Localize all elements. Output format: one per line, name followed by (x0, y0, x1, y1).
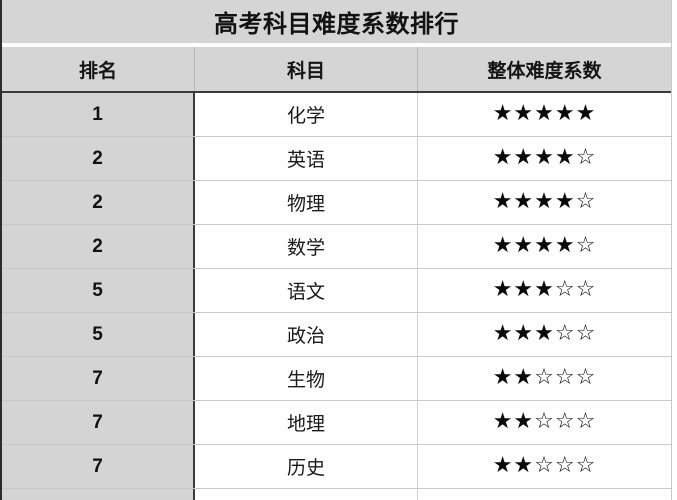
rank-cell: 2 (2, 225, 195, 268)
stars-cell: ★★★☆☆ (492, 321, 597, 346)
subject-cell: 物理 (195, 181, 418, 224)
column-header-rank: 排名 (2, 47, 195, 91)
stars-cell: ★★★☆☆ (492, 277, 597, 302)
subject-cell: 英语 (195, 137, 418, 180)
column-header-difficulty: 整体难度系数 (487, 60, 602, 82)
table-header-row: 排名 科目 整体难度系数 (2, 47, 671, 93)
table-row: 7 地理 ★★☆☆☆ (2, 401, 671, 445)
table-row: 2 英语 ★★★★☆ (2, 137, 671, 181)
stars-cell: ★★☆☆☆ (492, 365, 597, 390)
stars-cell: ★★☆☆☆ (492, 453, 597, 478)
table-row-partial (2, 489, 671, 500)
rank-cell: 5 (2, 313, 195, 356)
table-body: 1 化学 ★★★★★ 2 英语 ★★★★☆ 2 物理 ★★★★☆ 2 数学 ★★… (2, 93, 671, 489)
stars-cell: ★★★★☆ (492, 233, 597, 258)
table-title-bar: 高考科目难度系数排行 (2, 0, 671, 43)
table-row: 5 语文 ★★★☆☆ (2, 269, 671, 313)
table-row: 5 政治 ★★★☆☆ (2, 313, 671, 357)
table-row: 7 生物 ★★☆☆☆ (2, 357, 671, 401)
stars-cell: ★★★★☆ (492, 145, 597, 170)
stars-cell (418, 489, 671, 500)
table-row: 2 数学 ★★★★☆ (2, 225, 671, 269)
subject-cell: 政治 (195, 313, 418, 356)
stars-cell: ★★★★☆ (492, 189, 597, 214)
rank-cell: 7 (2, 445, 195, 488)
rank-cell: 5 (2, 269, 195, 312)
stars-cell: ★★☆☆☆ (492, 409, 597, 434)
rank-cell: 2 (2, 181, 195, 224)
rank-cell: 2 (2, 137, 195, 180)
subject-cell: 语文 (195, 269, 418, 312)
subject-cell: 生物 (195, 357, 418, 400)
table-row: 7 历史 ★★☆☆☆ (2, 445, 671, 489)
subject-cell (195, 489, 418, 500)
title-header-gap (2, 43, 671, 47)
subject-cell: 地理 (195, 401, 418, 444)
stars-cell: ★★★★★ (492, 101, 597, 126)
rank-cell: 7 (2, 401, 195, 444)
table-row: 1 化学 ★★★★★ (2, 93, 671, 137)
subject-cell: 历史 (195, 445, 418, 488)
rank-cell: 1 (2, 93, 195, 136)
column-header-subject: 科目 (195, 47, 418, 91)
rank-cell (2, 489, 195, 500)
subject-cell: 化学 (195, 93, 418, 136)
subject-cell: 数学 (195, 225, 418, 268)
table-row: 2 物理 ★★★★☆ (2, 181, 671, 225)
page-title: 高考科目难度系数排行 (214, 11, 459, 38)
rank-cell: 7 (2, 357, 195, 400)
